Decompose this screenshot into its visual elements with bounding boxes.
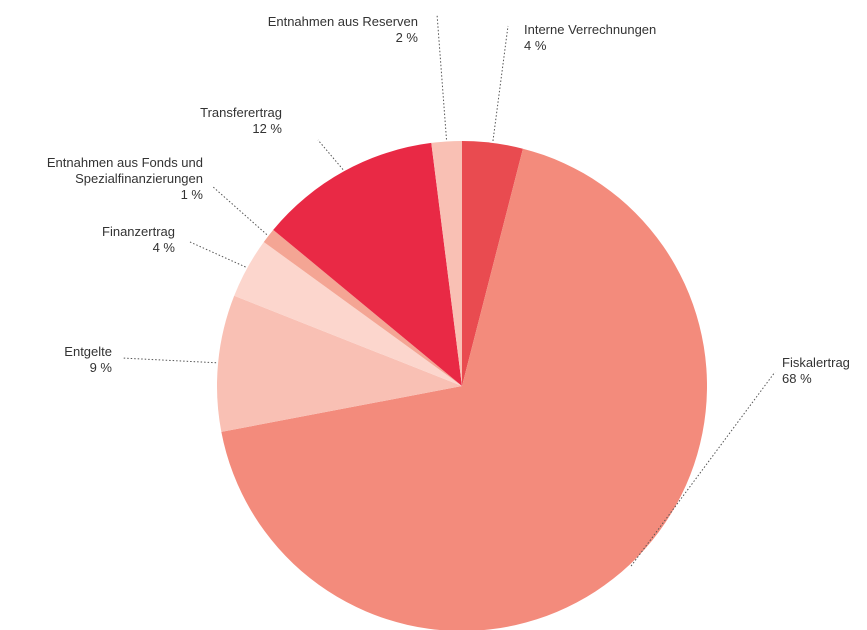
slice-label: Fiskalertrag 68 %: [782, 355, 850, 387]
slice-value: 68 %: [782, 371, 812, 386]
pie-slice: [431, 141, 462, 386]
leader-line: [189, 241, 246, 268]
leader-line: [121, 357, 217, 364]
pie-slice: [462, 141, 523, 386]
slice-value: 4 %: [152, 240, 175, 255]
slice-value: 2 %: [395, 30, 418, 45]
leader-line: [317, 139, 344, 170]
slice-label: Entnahmen aus Reserven 2 %: [268, 14, 418, 46]
slice-name: Fiskalertrag: [782, 355, 850, 370]
slice-name: Entnahmen aus Reserven: [267, 14, 418, 29]
leader-line: [492, 25, 509, 142]
slice-name: Entnahmen aus Fonds und Spezialfinanzier…: [46, 155, 203, 186]
slice-name: Entgelte: [64, 344, 112, 359]
slice-label: Entnahmen aus Fonds und Spezialfinanzier…: [47, 155, 203, 203]
slice-value: 1 %: [180, 187, 203, 202]
slice-value: 4 %: [524, 38, 547, 53]
slice-value: 9 %: [89, 360, 112, 375]
pie-slice: [221, 148, 708, 630]
pie-slice: [273, 142, 462, 386]
leader-line: [211, 185, 268, 235]
slice-label: Transferertrag 12 %: [200, 105, 282, 137]
slice-label: Entgelte 9 %: [64, 344, 112, 376]
slice-value: 12 %: [252, 121, 282, 136]
slice-name: Transferertrag: [200, 105, 282, 120]
slice-name: Interne Verrechnungen: [524, 22, 657, 37]
leader-line: [436, 13, 447, 140]
slice-label: Finanzertrag 4 %: [102, 224, 175, 256]
slice-label: Interne Verrechnungen 4 %: [524, 22, 656, 54]
pie-slice: [217, 295, 462, 432]
pie-slice: [263, 229, 462, 386]
pie-slice: [234, 241, 462, 386]
slice-name: Finanzertrag: [102, 224, 175, 239]
